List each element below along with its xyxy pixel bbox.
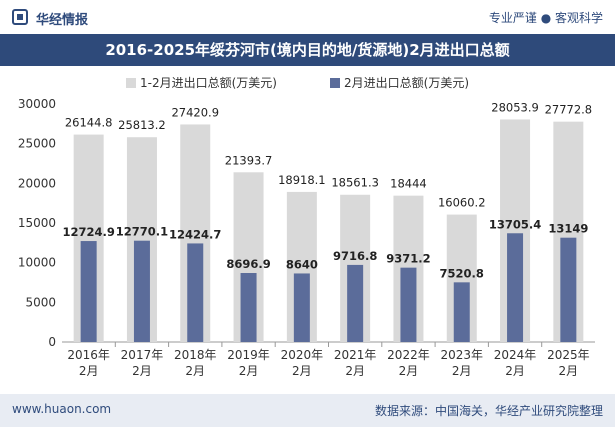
y-tick-label: 30000 xyxy=(18,97,56,111)
x-tick-label: 2021年 2月 xyxy=(334,348,377,378)
data-label-series-1: 18918.1 xyxy=(278,173,326,187)
top-bar: 华经情报 专业严谨 ● 客观科学 xyxy=(0,0,615,34)
y-tick-label: 20000 xyxy=(18,176,56,190)
legend-swatch-series-2 xyxy=(330,78,340,88)
legend-swatch-series-1 xyxy=(126,78,136,88)
data-label-series-1: 18561.3 xyxy=(331,176,379,190)
x-tick-label: 2018年 2月 xyxy=(174,348,217,378)
title-bar: 2016-2025年绥芬河市(境内目的地/货源地)2月进出口总额 xyxy=(0,34,615,66)
website-link[interactable]: www.huaon.com xyxy=(12,402,112,416)
data-label-series-1: 21393.7 xyxy=(225,153,273,167)
data-label-series-1: 26144.8 xyxy=(65,116,113,130)
bar-series-2 xyxy=(133,240,150,342)
bar-series-2 xyxy=(293,273,310,342)
x-tick-label: 2023年 2月 xyxy=(440,348,483,378)
bar-series-2 xyxy=(240,273,257,342)
data-label-series-1: 27772.8 xyxy=(545,103,593,117)
bar-series-2 xyxy=(80,241,97,342)
y-tick-label: 10000 xyxy=(18,256,56,270)
data-label-series-1: 28053.9 xyxy=(491,100,539,114)
bar-series-2 xyxy=(560,237,577,342)
data-label-series-1: 18444 xyxy=(390,177,427,191)
data-label-series-2: 9716.8 xyxy=(333,249,377,263)
data-label-series-2: 13149 xyxy=(548,222,588,236)
bar-series-2 xyxy=(507,233,524,342)
data-label-series-2: 13705.4 xyxy=(489,217,541,231)
data-label-series-2: 12770.1 xyxy=(116,225,168,239)
x-tick-label: 2024年 2月 xyxy=(494,348,537,378)
bar-series-2 xyxy=(187,243,204,342)
y-tick-label: 5000 xyxy=(25,295,56,309)
data-label-series-2: 12724.9 xyxy=(62,225,114,239)
x-tick-label: 2016年 2月 xyxy=(67,348,110,378)
footer: www.huaon.com 数据来源：中国海关，华经产业研究院整理 xyxy=(0,394,615,427)
x-tick-label: 2019年 2月 xyxy=(227,348,270,378)
data-label-series-2: 8696.9 xyxy=(226,257,270,271)
x-tick-label: 2017年 2月 xyxy=(121,348,164,378)
x-tick-label: 2025年 2月 xyxy=(547,348,590,378)
data-label-series-2: 9371.2 xyxy=(386,252,430,266)
legend-label-series-2: 2月进出口总额(万美元) xyxy=(344,76,469,90)
data-label-series-2: 8640 xyxy=(286,257,318,271)
data-label-series-2: 12424.7 xyxy=(169,227,221,241)
x-tick-label: 2020年 2月 xyxy=(281,348,324,378)
chart: 1-2月进出口总额(万美元) 2月进出口总额(万美元) 0 5000 10000 1500… xyxy=(18,76,595,378)
data-source: 数据来源：中国海关，华经产业研究院整理 xyxy=(374,404,603,418)
data-label-series-1: 16060.2 xyxy=(438,196,486,210)
brand-name: 华经情报 xyxy=(36,13,89,28)
logo-icon xyxy=(12,9,28,25)
tagline: 专业严谨 ● 客观科学 xyxy=(488,11,603,25)
y-tick-label: 0 xyxy=(48,335,56,349)
y-tick-label: 15000 xyxy=(18,216,56,230)
legend-label-series-1: 1-2月进出口总额(万美元) xyxy=(140,76,277,90)
bar-series-2 xyxy=(347,264,364,342)
chart-title: 2016-2025年绥芬河市(境内目的地/货源地)2月进出口总额 xyxy=(105,41,510,59)
data-label-series-1: 27420.9 xyxy=(171,105,219,119)
y-tick-label: 25000 xyxy=(18,137,56,151)
x-tick-label: 2022年 2月 xyxy=(387,348,430,378)
bar-series-2 xyxy=(453,282,470,342)
data-label-series-2: 7520.8 xyxy=(440,266,484,280)
data-label-series-1: 25813.2 xyxy=(118,118,166,132)
bar-series-2 xyxy=(400,267,417,342)
